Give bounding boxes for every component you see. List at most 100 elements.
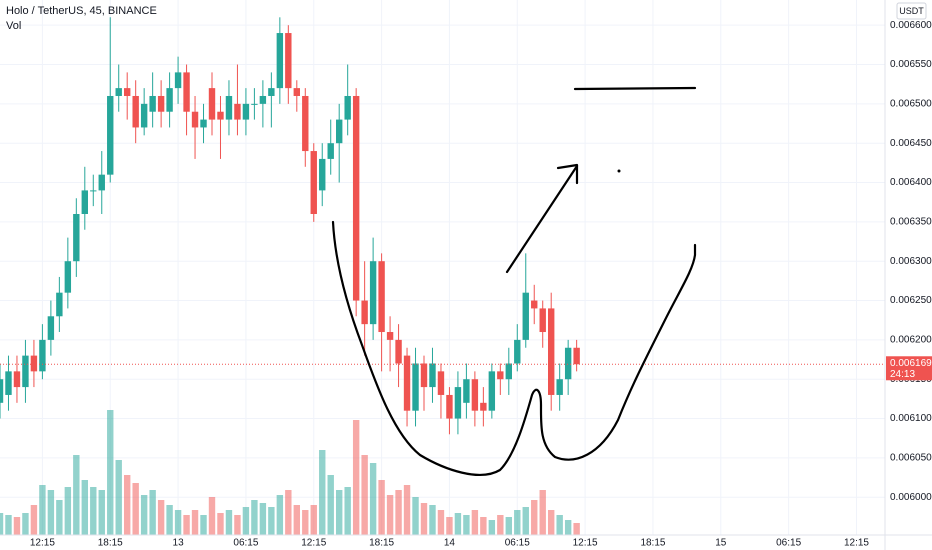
candle-body bbox=[429, 363, 436, 388]
volume-bar bbox=[98, 490, 105, 535]
countdown-label: 24:13 bbox=[890, 369, 915, 380]
volume-bar bbox=[573, 523, 580, 535]
x-tick-label: 12:15 bbox=[573, 538, 598, 549]
candle-body bbox=[140, 103, 148, 128]
candle-body bbox=[217, 111, 224, 120]
volume-bar bbox=[420, 503, 428, 535]
volume-bar bbox=[564, 520, 572, 535]
volume-bar bbox=[310, 505, 317, 535]
volume-bar bbox=[174, 510, 182, 535]
candle-body bbox=[327, 143, 334, 159]
candle-body bbox=[505, 363, 512, 380]
volume-bar bbox=[471, 510, 479, 535]
candle-body bbox=[183, 72, 190, 112]
candle-body bbox=[47, 316, 55, 340]
volume-bar bbox=[259, 503, 267, 535]
candle-body bbox=[81, 190, 88, 214]
x-tick-label: 06:15 bbox=[505, 538, 530, 549]
candle-body bbox=[302, 95, 309, 152]
candle-body bbox=[522, 292, 529, 340]
candle-body bbox=[285, 33, 292, 89]
volume-bar bbox=[386, 495, 394, 535]
volume-bar bbox=[514, 510, 521, 535]
y-tick-label: 0.006300 bbox=[890, 256, 932, 267]
candle-body bbox=[293, 88, 300, 96]
candle-body bbox=[564, 347, 572, 380]
volume-bar bbox=[285, 490, 292, 535]
candle-body bbox=[39, 339, 46, 372]
plot bbox=[0, 17, 885, 535]
y-tick-label: 0.006200 bbox=[890, 335, 932, 346]
candle-body bbox=[556, 379, 563, 395]
candle-body bbox=[22, 355, 29, 388]
x-tick-label: 14 bbox=[444, 538, 456, 549]
currency-button[interactable] bbox=[896, 2, 927, 20]
arrow-head bbox=[556, 163, 579, 185]
candle-body bbox=[132, 95, 139, 128]
volume-bar bbox=[352, 420, 360, 535]
volume-bar bbox=[463, 515, 470, 535]
volume-bar bbox=[319, 450, 326, 535]
candle-body bbox=[412, 363, 419, 411]
drawings bbox=[331, 86, 697, 476]
volume-bar bbox=[5, 515, 12, 535]
volume-bar bbox=[22, 513, 29, 535]
volume-bar bbox=[437, 510, 445, 535]
horizontal-line bbox=[573, 86, 697, 91]
y-tick-label: 0.006000 bbox=[890, 492, 932, 503]
x-tick-label: 18:15 bbox=[98, 538, 123, 549]
candle-body bbox=[471, 379, 479, 411]
x-tick-label: 12:15 bbox=[30, 538, 55, 549]
x-tick-label: 06:15 bbox=[776, 538, 801, 549]
volume-bar bbox=[217, 513, 224, 535]
candle-body bbox=[395, 339, 402, 364]
x-tick-label: 13 bbox=[173, 538, 185, 549]
candle-body bbox=[234, 103, 241, 120]
volume-bar bbox=[378, 480, 385, 535]
candle-body bbox=[191, 111, 199, 128]
candle-body bbox=[30, 355, 38, 372]
candle-body bbox=[5, 371, 12, 395]
candle-body bbox=[268, 88, 275, 96]
y-tick-label: 0.006100 bbox=[890, 413, 932, 424]
volume-bar bbox=[90, 487, 97, 535]
candle-body bbox=[157, 95, 165, 112]
candle-body bbox=[352, 95, 360, 301]
y-tick-label: 0.006450 bbox=[890, 138, 932, 149]
volume-bar bbox=[395, 490, 402, 535]
volume-bar bbox=[234, 515, 241, 535]
candle-body bbox=[336, 119, 343, 144]
candle-body bbox=[56, 292, 63, 317]
volume-bar bbox=[208, 497, 216, 535]
grid bbox=[0, 0, 885, 535]
candle-body bbox=[259, 95, 267, 104]
volume-bar bbox=[531, 500, 538, 535]
candle-body bbox=[98, 174, 105, 191]
candle-body bbox=[107, 95, 114, 175]
candle-body bbox=[208, 88, 216, 120]
symbol-title: Holo / TetherUS, 45, BINANCE bbox=[6, 5, 157, 17]
volume-bar bbox=[0, 513, 4, 535]
volume-bar bbox=[132, 483, 139, 535]
y-tick-label: 0.006550 bbox=[890, 59, 932, 70]
volume-bar bbox=[225, 510, 233, 535]
volume-bar bbox=[539, 490, 546, 535]
volume-bar bbox=[488, 520, 496, 535]
x-tick-label: 18:15 bbox=[369, 538, 394, 549]
volume-bar bbox=[361, 455, 368, 535]
volume-bar bbox=[454, 513, 462, 535]
x-tick-label: 06:15 bbox=[233, 538, 258, 549]
candle-body bbox=[115, 88, 122, 96]
volume-bar bbox=[140, 495, 148, 535]
x-tick-label: 15 bbox=[715, 538, 727, 549]
volume-bar bbox=[497, 515, 504, 535]
candle-body bbox=[225, 95, 233, 120]
volume-bar bbox=[369, 463, 377, 535]
candle-body bbox=[319, 158, 326, 191]
volume-bar bbox=[73, 455, 80, 535]
volume-bar bbox=[47, 490, 55, 535]
volume-bar bbox=[166, 505, 173, 535]
x-tick-label: 12:15 bbox=[301, 538, 326, 549]
y-tick-label: 0.006400 bbox=[890, 177, 932, 188]
